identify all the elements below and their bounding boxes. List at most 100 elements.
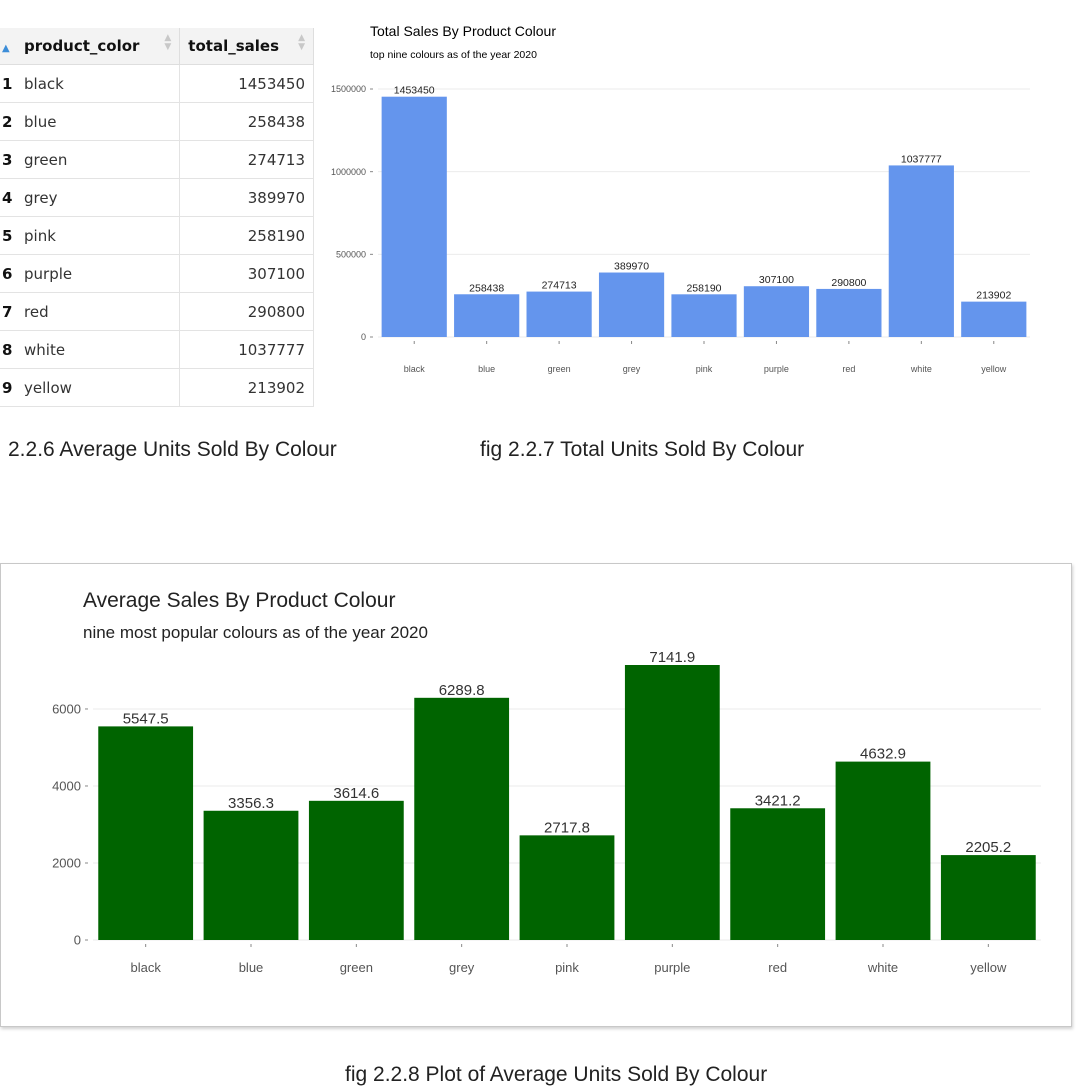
data-label: 1453450 — [394, 85, 435, 97]
cell-total-sales: 274713 — [179, 140, 314, 179]
chart-title: Average Sales By Product Colour — [83, 589, 395, 612]
table-row: 1 black 1453450 — [0, 64, 314, 103]
table-row: 8 white 1037777 — [0, 330, 314, 369]
bar-pink — [671, 294, 737, 337]
data-label: 6289.8 — [439, 682, 485, 699]
table-row: 9 yellow 213902 — [0, 368, 314, 407]
row-index: 2 — [0, 102, 16, 141]
data-label: 1037777 — [901, 153, 942, 165]
y-axis: 0 500000 1000000 1500000 — [331, 84, 373, 342]
bar-white — [888, 165, 954, 337]
data-label: 7141.9 — [649, 649, 695, 666]
data-table-panel: ▲ product_color ▲ ▼ total_sales ▲ ▼ 1 black… — [0, 28, 314, 407]
bar-purple — [624, 665, 720, 940]
y-tick-label: 1000000 — [331, 167, 366, 177]
column-header-product-color[interactable]: product_color ▲ ▼ — [16, 28, 181, 65]
row-index: 5 — [0, 216, 16, 255]
table-row: 5 pink 258190 — [0, 216, 314, 255]
table-row: 7 red 290800 — [0, 292, 314, 331]
column-header-total-sales[interactable]: total_sales ▲ ▼ — [179, 28, 314, 65]
data-label: 4632.9 — [860, 746, 906, 763]
bar-yellow — [940, 855, 1036, 940]
chart1-caption: fig 2.2.7 Total Units Sold By Colour — [480, 438, 805, 461]
table-row: 6 purple 307100 — [0, 254, 314, 293]
x-tick-label: blue — [478, 364, 495, 374]
table-row: 4 grey 389970 — [0, 178, 314, 217]
y-axis: 0 2000 4000 6000 — [52, 702, 88, 948]
x-tick-label: red — [842, 364, 855, 374]
data-label: 389970 — [614, 261, 649, 273]
y-tick-label: 4000 — [52, 779, 81, 794]
x-tick-label: pink — [696, 364, 713, 374]
cell-product-color: black — [16, 64, 181, 103]
index-column-header[interactable]: ▲ — [0, 28, 16, 65]
data-label: 307100 — [759, 274, 794, 286]
bar-pink — [519, 835, 615, 940]
bar-white — [835, 761, 931, 940]
y-tick-label: 0 — [74, 933, 81, 948]
bar-blue — [454, 294, 520, 337]
x-tick-label: black — [404, 364, 426, 374]
data-label: 258438 — [469, 282, 504, 294]
data-labels: 5547.5 3356.3 3614.6 6289.8 2717.8 7141.9 3421… — [123, 649, 1012, 856]
cell-product-color: blue — [16, 102, 181, 141]
data-labels: 1453450 258438 274713 389970 258190 307100 290… — [394, 85, 1012, 302]
sort-icon: ▲ ▼ — [164, 33, 172, 52]
y-tick-label: 500000 — [336, 249, 366, 259]
bar-blue — [203, 810, 299, 940]
cell-total-sales: 1453450 — [179, 64, 314, 103]
data-label: 258190 — [686, 282, 721, 294]
x-tick-label: pink — [555, 960, 579, 975]
x-tick-label: purple — [654, 960, 690, 975]
data-label: 213902 — [976, 290, 1011, 302]
cell-total-sales: 307100 — [179, 254, 314, 293]
data-label: 2205.2 — [965, 839, 1011, 856]
y-tick-label: 0 — [361, 332, 366, 342]
x-tick-label: purple — [764, 364, 789, 374]
row-index: 3 — [0, 140, 16, 179]
bar-black — [98, 726, 194, 940]
cell-product-color: pink — [16, 216, 181, 255]
average-sales-chart-frame: Average Sales By Product Colour nine mos… — [0, 563, 1072, 1027]
row-index: 4 — [0, 178, 16, 217]
x-tick-label: yellow — [981, 364, 1007, 374]
x-axis: black blue green grey pink purple red white yell… — [404, 341, 1007, 374]
x-tick-label: white — [867, 960, 898, 975]
y-tick-label: 6000 — [52, 702, 81, 717]
row-index: 1 — [0, 64, 16, 103]
cell-total-sales: 389970 — [179, 178, 314, 217]
x-tick-label: grey — [623, 364, 641, 374]
bar-grey — [414, 697, 510, 940]
bar-black — [381, 96, 447, 338]
bar-yellow — [961, 301, 1027, 337]
cell-product-color: red — [16, 292, 181, 331]
bar-grey — [598, 272, 665, 337]
bars — [381, 96, 1027, 338]
table-caption: 2.2.6 Average Units Sold By Colour — [8, 438, 337, 461]
bars — [98, 665, 1036, 940]
x-tick-label: red — [768, 960, 787, 975]
chart-title: Total Sales By Product Colour — [370, 23, 556, 39]
column-header-label: product_color — [24, 37, 140, 55]
data-label: 290800 — [831, 277, 866, 289]
chart-subtitle: nine most popular colours as of the year… — [83, 623, 428, 642]
column-header-label: total_sales — [188, 37, 279, 55]
data-label: 274713 — [542, 280, 577, 292]
bar-red — [730, 808, 826, 940]
y-tick-label: 2000 — [52, 856, 81, 871]
data-table: ▲ product_color ▲ ▼ total_sales ▲ ▼ 1 black… — [0, 28, 314, 407]
data-label: 3421.2 — [755, 792, 801, 809]
bar-green — [308, 800, 404, 940]
x-tick-label: yellow — [970, 960, 1007, 975]
cell-product-color: yellow — [16, 368, 181, 407]
data-label: 2717.8 — [544, 819, 590, 836]
x-tick-label: blue — [239, 960, 264, 975]
x-axis: black blue green grey pink purple red white yell… — [130, 944, 1007, 975]
cell-product-color: grey — [16, 178, 181, 217]
chart2-caption: fig 2.2.8 Plot of Average Units Sold By … — [345, 1063, 768, 1086]
table-row: 3 green 274713 — [0, 140, 314, 179]
x-tick-label: green — [548, 364, 571, 374]
data-label: 3356.3 — [228, 795, 274, 812]
data-label: 5547.5 — [123, 710, 169, 727]
x-tick-label: green — [340, 960, 373, 975]
